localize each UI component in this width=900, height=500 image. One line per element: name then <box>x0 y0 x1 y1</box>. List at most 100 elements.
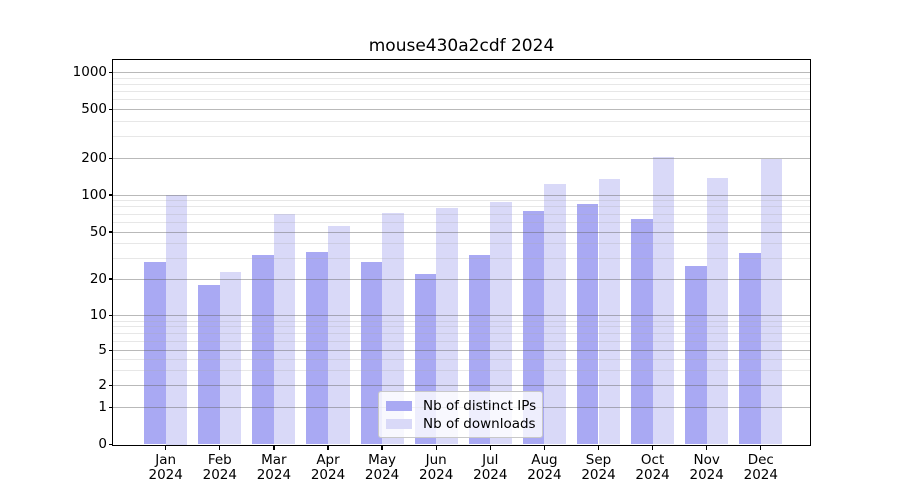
bar-ips-feb <box>198 284 220 445</box>
x-tick-label-mar: Mar 2024 <box>256 451 292 483</box>
gridline-major-50 <box>113 231 810 233</box>
bar-downloads-sep <box>598 178 621 445</box>
bar-downloads-may <box>382 212 404 445</box>
x-tick-mark-jun <box>435 446 437 450</box>
x-tick-mark-jan <box>165 446 167 450</box>
y-tick-label-100: 100 <box>81 186 107 203</box>
gridline-minor-600 <box>113 99 810 101</box>
y-tick-mark-2 <box>108 385 113 387</box>
bar-downloads-mar <box>273 214 296 445</box>
bar-downloads-nov <box>706 178 729 445</box>
x-tick-mark-aug <box>543 446 546 450</box>
x-tick-label-nov: Nov 2024 <box>689 451 724 483</box>
bar-downloads-jan <box>165 195 188 445</box>
y-tick-mark-10 <box>108 315 113 317</box>
bar-ips-aug <box>522 211 545 445</box>
gridline-minor-7 <box>113 333 810 335</box>
y-tick-mark-100 <box>108 194 113 196</box>
x-tick-mark-dec <box>760 446 762 450</box>
y-tick-label-0: 0 <box>98 436 107 452</box>
gridline-major-10 <box>113 315 810 317</box>
y-tick-label-200: 200 <box>81 150 107 167</box>
chart-title: mouse430a2cdf 2024 <box>368 36 555 56</box>
bar-downloads-jun <box>436 207 458 445</box>
y-tick-mark-200 <box>108 158 113 160</box>
legend-label-distinct-ips: Nb of distinct IPs <box>423 398 537 414</box>
y-tick-label-20: 20 <box>89 270 107 287</box>
x-tick-label-aug: Aug 2024 <box>527 451 562 483</box>
bar-ips-sep <box>576 204 599 445</box>
bar-downloads-feb <box>219 271 242 445</box>
gridline-major-200 <box>113 158 810 160</box>
bar-downloads-jul <box>490 201 512 445</box>
gridline-major-20 <box>113 278 810 280</box>
gridline-minor-30 <box>113 257 810 259</box>
legend-item-distinct-ips: Nb of distinct IPs <box>386 397 537 415</box>
gridline-major-1000 <box>113 72 810 74</box>
bar-ips-apr <box>306 251 328 445</box>
x-tick-mark-sep <box>597 446 600 450</box>
x-tick-mark-jul <box>489 446 491 450</box>
gridline-minor-9 <box>113 320 810 322</box>
gridline-minor-8 <box>113 326 810 328</box>
gridline-minor-60 <box>113 221 810 223</box>
x-tick-label-dec: Dec 2024 <box>743 451 778 483</box>
gridline-major-2 <box>113 385 810 387</box>
gridline-minor-6 <box>113 340 810 342</box>
legend-item-downloads: Nb of downloads <box>386 415 536 433</box>
bar-ips-nov <box>685 265 707 445</box>
bar-downloads-oct <box>652 156 675 445</box>
bar-downloads-apr <box>328 225 350 445</box>
gridline-major-100 <box>113 194 810 196</box>
gridline-minor-40 <box>113 242 810 244</box>
x-tick-label-feb: Feb 2024 <box>202 451 237 483</box>
y-tick-mark-1000 <box>108 72 113 74</box>
gridline-minor-70 <box>113 213 810 215</box>
y-tick-mark-0 <box>108 443 113 446</box>
gridline-minor-400 <box>113 120 810 122</box>
bar-ips-oct <box>631 218 653 445</box>
x-tick-mark-oct <box>651 446 654 450</box>
legend-swatch-distinct-ips <box>386 401 412 411</box>
gridline-major-500 <box>113 109 810 110</box>
x-tick-label-may: May 2024 <box>364 451 400 483</box>
bar-downloads-dec <box>760 158 783 445</box>
y-tick-label-50: 50 <box>89 223 107 240</box>
gridline-minor-800 <box>113 84 810 86</box>
y-tick-label-500: 500 <box>81 101 107 117</box>
x-tick-mark-apr <box>327 446 329 450</box>
gridline-minor-90 <box>113 200 810 202</box>
gridline-minor-3 <box>113 369 810 371</box>
x-tick-label-oct: Oct 2024 <box>635 451 670 483</box>
legend-label-downloads: Nb of downloads <box>423 416 536 432</box>
y-tick-label-2: 2 <box>98 377 107 394</box>
x-tick-label-sep: Sep 2024 <box>581 451 616 483</box>
y-tick-mark-50 <box>108 231 113 233</box>
bar-downloads-aug <box>544 184 566 445</box>
legend: Nb of distinct IPs Nb of downloads <box>378 391 543 438</box>
x-tick-mark-feb <box>219 446 221 450</box>
x-tick-mark-mar <box>273 446 275 450</box>
bar-ips-jan <box>144 261 166 445</box>
x-tick-label-jun: Jun 2024 <box>419 451 454 483</box>
y-tick-mark-500 <box>108 108 113 111</box>
bar-ips-mar <box>252 254 274 445</box>
y-tick-label-5: 5 <box>98 342 107 359</box>
legend-swatch-downloads <box>386 419 412 429</box>
gridline-major-5 <box>113 350 810 352</box>
y-tick-mark-20 <box>108 278 113 280</box>
x-tick-label-apr: Apr 2024 <box>310 451 346 483</box>
y-tick-mark-1 <box>108 407 113 409</box>
y-tick-label-1000: 1000 <box>72 64 107 81</box>
y-tick-label-10: 10 <box>89 307 107 324</box>
gridline-minor-300 <box>113 136 810 138</box>
gridline-minor-700 <box>113 91 810 93</box>
x-tick-label-jul: Jul 2024 <box>473 451 508 483</box>
bar-ips-may <box>360 261 383 445</box>
x-tick-mark-may <box>381 446 383 450</box>
y-tick-label-1: 1 <box>98 399 107 416</box>
